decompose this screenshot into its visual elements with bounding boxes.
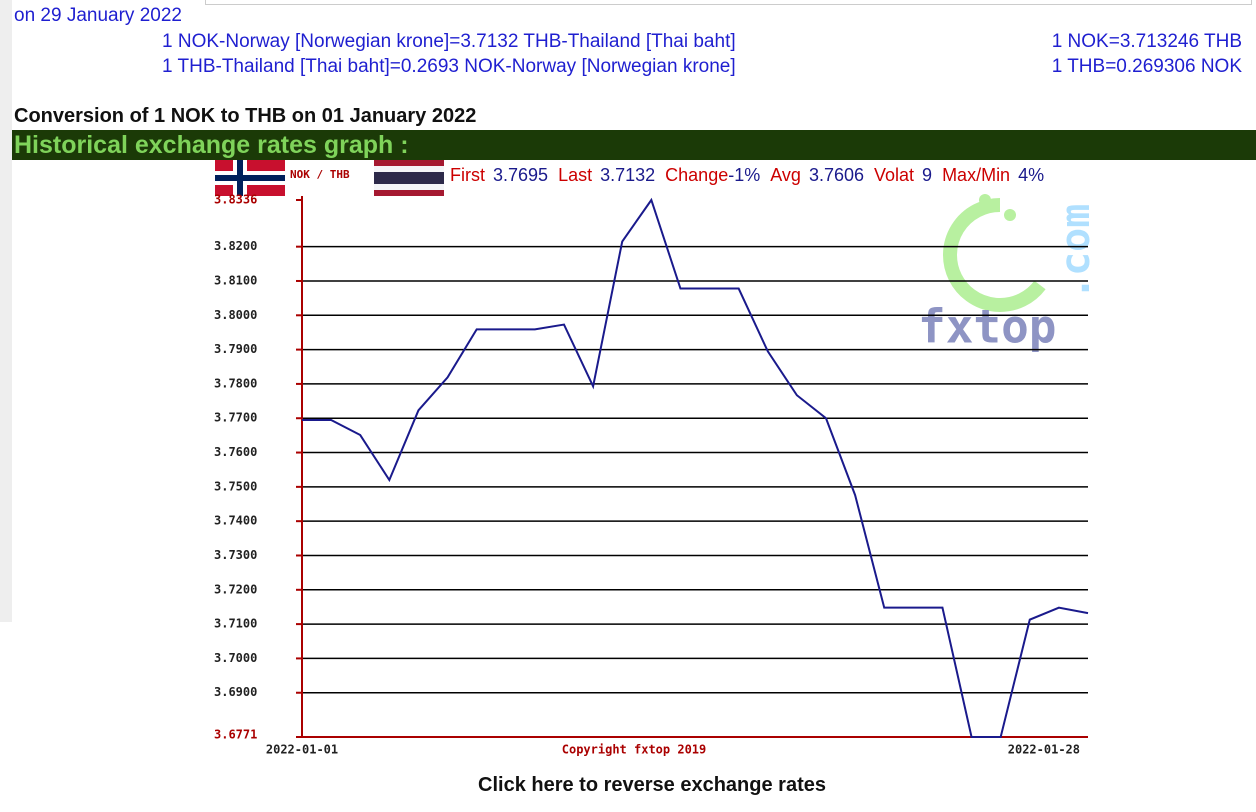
flag-thailand xyxy=(374,160,444,196)
y-tick-label: 3.6900 xyxy=(214,685,257,699)
y-tick-label: 3.7600 xyxy=(214,445,257,459)
conversion-title: Conversion of 1 NOK to THB on 01 January… xyxy=(14,105,477,127)
watermark-suffix: .com xyxy=(1053,204,1099,300)
chart-bg xyxy=(213,160,1090,760)
watermark-eye xyxy=(1004,209,1016,221)
graph-heading-bar: Historical exchange rates graph : xyxy=(12,130,1256,160)
stat-value: 9 xyxy=(922,165,932,185)
top-box xyxy=(205,0,1252,5)
y-tick-label: 3.8000 xyxy=(214,308,257,322)
stat-label: Max/Min xyxy=(942,165,1010,185)
y-tick-label: 3.8100 xyxy=(214,273,257,287)
y-tick-label: 3.7900 xyxy=(214,342,257,356)
y-tick-label: 3.7500 xyxy=(214,479,257,493)
watermark-text: fxtop xyxy=(918,300,1056,354)
y-tick-label: 3.8200 xyxy=(214,239,257,253)
stat-label: Last xyxy=(558,165,592,185)
copyright: Copyright fxtop 2019 xyxy=(562,743,707,757)
flag-cross xyxy=(215,175,285,181)
watermark-smile xyxy=(943,198,1046,312)
y-tick-label: 3.7800 xyxy=(214,376,257,390)
x-tick-label: 2022-01-01 xyxy=(266,743,338,757)
side-strip xyxy=(0,0,12,622)
x-tick-label: 2022-01-28 xyxy=(1008,743,1080,757)
series-line xyxy=(302,197,1089,738)
stats: First 3.7695 Last 3.7132 Change -1% Avg 3.7606 V… xyxy=(450,165,1044,185)
rate-line: 1 THB-Thailand [Thai baht]=0.2693 NOK-No… xyxy=(162,56,736,77)
y-tick-label: 3.7100 xyxy=(214,617,257,631)
reverse-link[interactable]: Click here to reverse exchange rates xyxy=(478,774,826,796)
stat-value: 4% xyxy=(1018,165,1044,185)
y-tick-label: 3.8336 xyxy=(214,193,257,207)
stat-value: 3.7606 xyxy=(809,165,864,185)
rate-short: 1 NOK=3.713246 THB xyxy=(1051,31,1242,52)
stat-value: 3.7695 xyxy=(493,165,548,185)
y-tick-label: 3.7400 xyxy=(214,514,257,528)
date-line: on 29 January 2022 xyxy=(14,5,182,26)
y-tick-label: 3.7300 xyxy=(214,548,257,562)
stat-label: Avg xyxy=(770,165,801,185)
y-tick-label: 3.7000 xyxy=(214,651,257,665)
watermark: fxtop .com xyxy=(918,194,1099,354)
y-tick-label: 3.7200 xyxy=(214,582,257,596)
y-tick-label: 3.7700 xyxy=(214,411,257,425)
stat-label: Volat xyxy=(874,165,914,185)
graph-heading: Historical exchange rates graph : xyxy=(14,131,409,159)
stat-value: -1% xyxy=(728,165,760,185)
pair-label: NOK / THB xyxy=(290,168,350,181)
y-tick-label: 3.6771 xyxy=(214,728,257,742)
stat-label: First xyxy=(450,165,485,185)
rate-line: 1 NOK-Norway [Norwegian krone]=3.7132 TH… xyxy=(162,31,736,52)
flag-stripe xyxy=(374,172,444,184)
flag-norway xyxy=(215,160,285,196)
watermark-eye xyxy=(979,194,991,206)
stat-value: 3.7132 xyxy=(600,165,655,185)
rate-short: 1 THB=0.269306 NOK xyxy=(1051,56,1242,77)
stat-label: Change xyxy=(665,165,728,185)
